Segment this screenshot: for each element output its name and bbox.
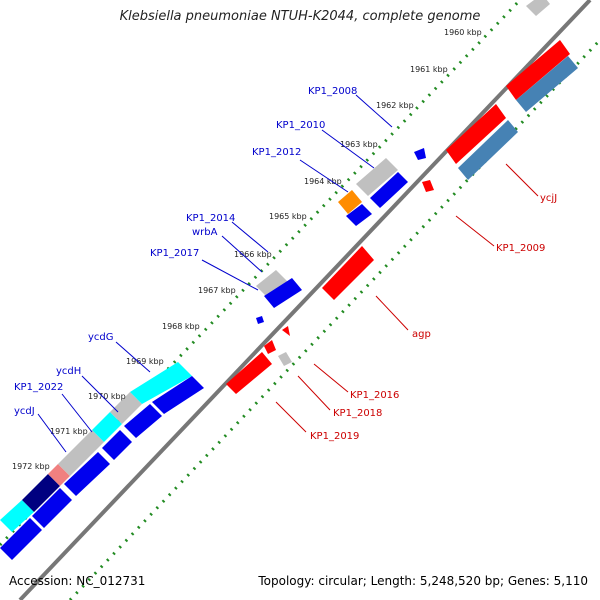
gene-block [346,204,372,226]
gene-block [64,452,110,496]
inner-tick-row [68,38,600,600]
gene-label[interactable]: KP1_2022 [14,382,63,393]
leader-line [37,413,67,453]
gene-block [102,430,132,460]
gene-block [256,316,264,324]
gene-label[interactable]: agp [412,329,431,340]
gene-block [458,120,518,180]
leader-line [355,94,393,128]
gene-label[interactable]: KP1_2009 [496,243,545,254]
leader-line [81,375,119,413]
gene-block [92,412,122,442]
leader-line [321,129,375,169]
gene-block [226,352,272,394]
leader-line [313,363,349,393]
gene-block [322,246,374,300]
forward-gene-blocks [0,0,550,560]
reverse-gene-blocks [226,40,578,394]
topology-text: Topology: circular; Length: 5,248,520 bp… [258,574,588,588]
gene-block [422,180,434,192]
kbp-tick-labels: 1960 kbp 1961 kbp 1962 kbp 1963 kbp 1964… [12,28,482,471]
gene-label[interactable]: ycjJ [540,193,557,204]
tick-label: 1961 kbp [410,65,448,74]
gene-block [0,518,42,560]
leader-line [201,259,259,291]
tick-label: 1964 kbp [304,177,342,186]
gene-label[interactable]: KP1_2017 [150,248,199,259]
tick-label: 1971 kbp [50,427,88,436]
gene-block [356,158,398,196]
leader-line [275,401,307,433]
gene-label[interactable]: ycdG [88,332,114,343]
gene-label[interactable]: KP1_2019 [310,431,359,442]
gene-block [58,430,104,476]
gene-label[interactable]: KP1_2010 [276,120,325,131]
gene-label[interactable]: KP1_2018 [333,408,382,419]
gene-block [130,362,192,404]
tick-label: 1965 kbp [269,212,307,221]
gene-block [264,340,276,354]
gene-block [264,278,302,308]
leader-line [115,341,151,373]
gene-label[interactable]: KP1_2008 [308,86,357,97]
leader-line [297,375,331,411]
leader-line [455,215,495,247]
genome-title: Klebsiella pneumoniae NTUH-K2044, comple… [119,9,481,24]
tick-label: 1969 kbp [126,357,164,366]
leader-line [221,235,263,273]
gene-label[interactable]: KP1_2016 [350,390,399,401]
gene-block [282,326,290,336]
gene-label[interactable]: ycdH [56,366,81,377]
leader-line [231,221,269,253]
gene-block [414,148,426,160]
tick-label: 1970 kbp [88,392,126,401]
leader-line [375,295,409,331]
gene-label[interactable]: KP1_2014 [186,213,235,224]
reverse-gene-labels: ycjJ KP1_2009 agp KP1_2016 KP1_2018 KP1_… [275,163,557,442]
tick-label: 1972 kbp [12,462,50,471]
tick-label: 1968 kbp [162,322,200,331]
gene-block [22,474,60,512]
leader-line [299,159,349,193]
gene-block [446,104,506,164]
gene-block [506,40,570,100]
forward-gene-labels: KP1_2008 KP1_2010 KP1_2012 KP1_2014 wrbA… [14,86,393,453]
gene-block [124,404,162,438]
leader-line [505,163,539,197]
gene-block [278,352,292,366]
tick-label: 1967 kbp [198,286,236,295]
gene-block [32,488,72,528]
gene-block [370,172,408,208]
tick-label: 1963 kbp [340,140,378,149]
gene-block [516,56,578,112]
genome-backbone [18,0,592,600]
gene-block [0,500,34,532]
tick-label: 1966 kbp [234,250,272,259]
gene-label[interactable]: ycdJ [14,406,35,417]
leader-line [61,393,93,433]
tick-label: 1962 kbp [376,101,414,110]
gene-block [526,0,550,16]
tick-label: 1960 kbp [444,28,482,37]
gene-label[interactable]: KP1_2012 [252,147,301,158]
gene-label[interactable]: wrbA [192,227,218,238]
gene-block [256,270,288,298]
gene-block [152,376,204,414]
accession-text: Accession: NC_012731 [9,574,146,588]
gene-block [110,392,142,424]
gene-block [338,190,362,214]
gene-block [48,464,70,486]
